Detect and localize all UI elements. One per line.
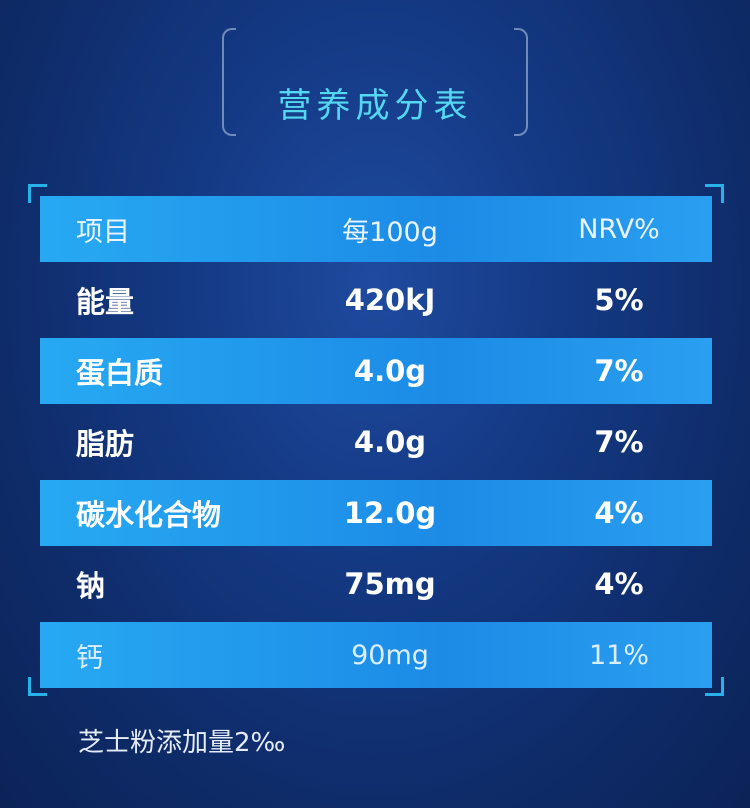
row-value: 12.0g [343, 496, 437, 530]
row-item: 钙 [76, 642, 103, 674]
table-row: 脂肪 4.0g 7% [40, 409, 712, 475]
table-row: 钙 90mg 11% [40, 622, 712, 688]
row-nrv: 4% [594, 567, 644, 601]
table-row: 能量 420kJ 5% [40, 267, 712, 333]
row-item: 碳水化合物 [76, 498, 222, 532]
footnote: 芝士粉添加量2‰ [78, 728, 286, 758]
row-nrv: 11% [588, 639, 649, 671]
frame-corner-bottom-right [705, 677, 724, 696]
row-item: 蛋白质 [76, 356, 164, 390]
title-frame: 营养成分表 [222, 28, 528, 136]
page-title: 营养成分表 [277, 86, 473, 126]
row-value: 4.0g [353, 425, 427, 459]
row-item: 钠 [76, 569, 106, 603]
row-value: 75mg [344, 567, 436, 601]
table-header-row: 项目 每100g NRV% [40, 196, 712, 262]
header-per100g: 每100g [342, 216, 438, 248]
row-item: 脂肪 [76, 427, 135, 461]
table-row: 碳水化合物 12.0g 4% [40, 480, 712, 546]
title-bracket-left [222, 28, 236, 136]
header-nrv: NRV% [578, 213, 660, 245]
frame-corner-bottom-left [28, 677, 47, 696]
table-row: 钠 75mg 4% [40, 551, 712, 617]
frame-corner-top-left [28, 184, 47, 203]
row-nrv: 7% [594, 425, 644, 459]
row-value: 4.0g [353, 354, 427, 388]
row-value: 420kJ [344, 283, 436, 317]
header-item: 项目 [76, 216, 130, 248]
row-nrv: 4% [594, 496, 644, 530]
table-row: 蛋白质 4.0g 7% [40, 338, 712, 404]
row-value: 90mg [351, 639, 429, 671]
row-nrv: 5% [594, 283, 644, 317]
row-nrv: 7% [594, 354, 644, 388]
row-item: 能量 [76, 285, 135, 319]
frame-corner-top-right [705, 184, 724, 203]
title-bracket-right [514, 28, 528, 136]
nutrition-table: 项目 每100g NRV% 能量 420kJ 5% 蛋白质 4.0g 7% 脂肪… [40, 196, 712, 693]
